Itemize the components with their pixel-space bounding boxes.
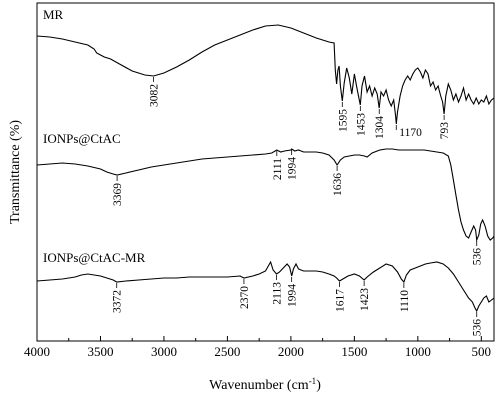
series-label: IONPs@CtAC-MR bbox=[43, 250, 146, 265]
spectrum-line bbox=[36, 24, 495, 125]
spectrum-line bbox=[36, 148, 495, 243]
x-tick-label: 4000 bbox=[24, 344, 50, 359]
plot-frame bbox=[36, 2, 495, 342]
peak-label: 3369 bbox=[112, 183, 124, 206]
peak-label: 793 bbox=[439, 122, 451, 140]
peak-label: 1994 bbox=[287, 157, 299, 180]
x-axis-title-main: Wavenumber (cm bbox=[209, 378, 309, 393]
x-tick-label: 2500 bbox=[214, 344, 240, 359]
peak-label: 1595 bbox=[337, 109, 349, 132]
peak-label: 1994 bbox=[287, 284, 299, 307]
series-label: IONPs@CtAC bbox=[43, 131, 121, 146]
x-tick-label: 1000 bbox=[405, 344, 431, 359]
peak-label: 2111 bbox=[272, 158, 284, 180]
x-tick-label: 500 bbox=[472, 344, 492, 359]
peak-label: 1636 bbox=[332, 173, 344, 196]
peak-label: 536 bbox=[472, 248, 484, 266]
peak-label: 1304 bbox=[374, 116, 386, 139]
peak-label: 536 bbox=[472, 319, 484, 337]
series-labels: MR IONPs@CtAC IONPs@CtAC-MR bbox=[43, 7, 146, 265]
peak-label: 3372 bbox=[112, 290, 124, 313]
spectra bbox=[36, 24, 495, 313]
peak-label: 3082 bbox=[149, 84, 161, 107]
x-axis-ticks: 4000 3500 3000 2500 2000 1500 1000 500 bbox=[24, 336, 491, 359]
peak-label: 2113 bbox=[272, 282, 284, 305]
x-tick-label: 3500 bbox=[87, 344, 113, 359]
peak-label: 1110 bbox=[399, 290, 411, 312]
peak-label: 2370 bbox=[239, 286, 251, 309]
peak-label: 1453 bbox=[355, 113, 367, 136]
x-axis-title-sup: -1 bbox=[309, 376, 317, 386]
y-axis-title: Transmittance (%) bbox=[8, 120, 23, 224]
peak-label: 1170 bbox=[399, 127, 422, 139]
x-axis-title-end: ) bbox=[316, 378, 321, 393]
peak-label: 1423 bbox=[359, 288, 371, 311]
peak-label: 1617 bbox=[335, 289, 347, 312]
spectrum-line bbox=[36, 260, 495, 313]
series-label: MR bbox=[43, 7, 64, 22]
x-tick-label: 2000 bbox=[278, 344, 304, 359]
x-tick-label: 1500 bbox=[341, 344, 367, 359]
x-axis-title: Wavenumber (cm-1) bbox=[209, 376, 321, 393]
x-tick-label: 3000 bbox=[151, 344, 177, 359]
